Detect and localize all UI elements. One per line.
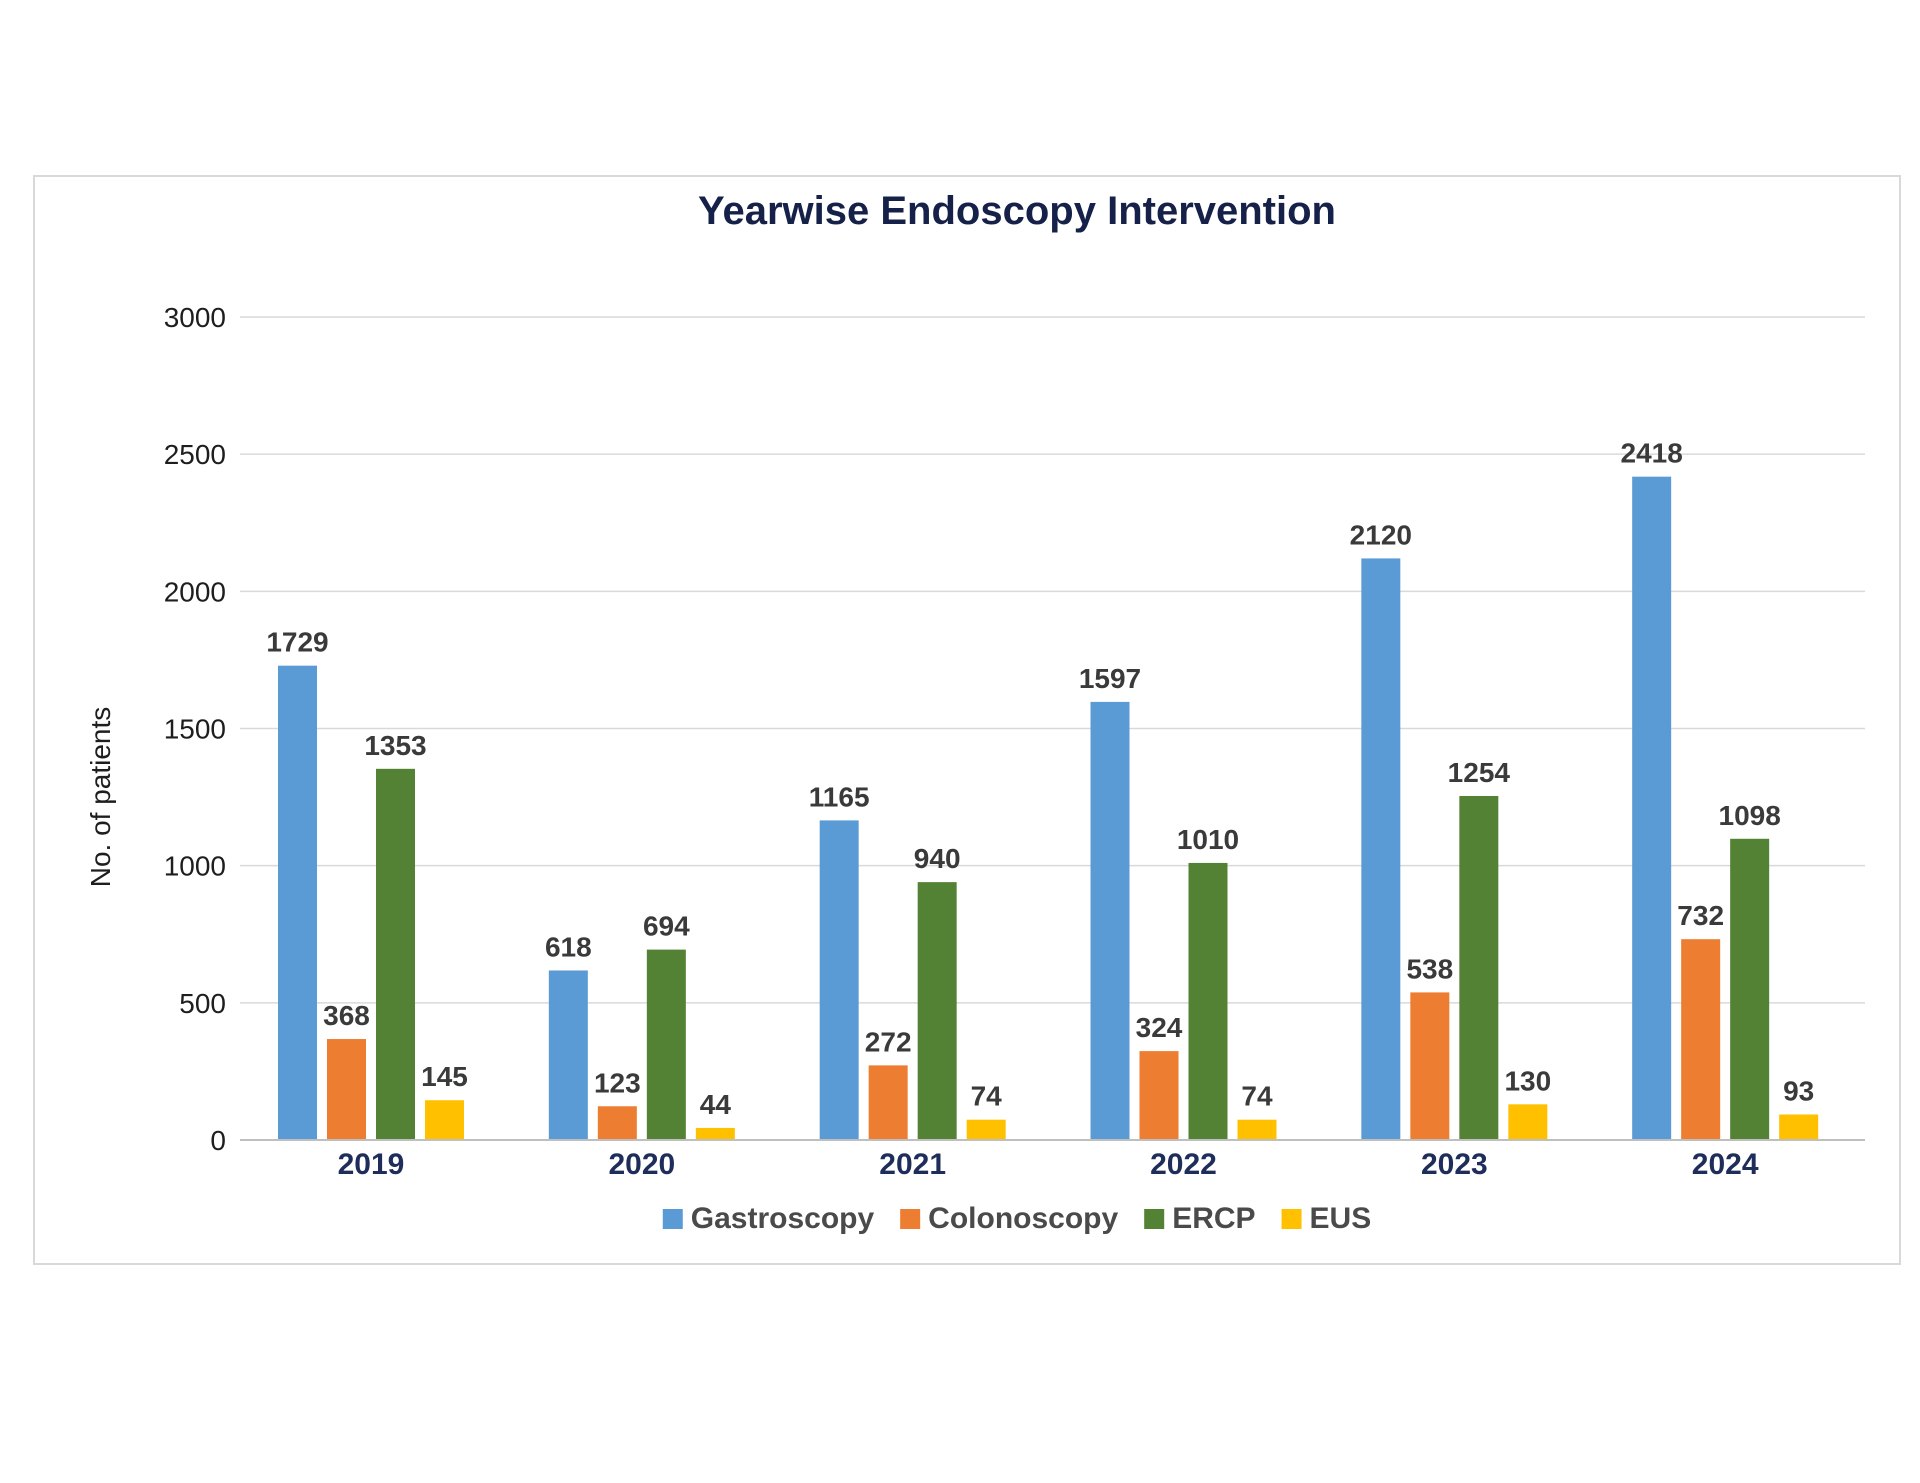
x-tick-label: 2020 — [608, 1148, 675, 1181]
bars — [278, 476, 1819, 1140]
data-label: 2120 — [1350, 519, 1412, 550]
legend-item-ercp: ERCP — [1144, 1202, 1256, 1235]
legend-swatch — [900, 1209, 921, 1229]
y-tick-label: 2500 — [164, 439, 226, 470]
data-label: 1010 — [1177, 824, 1239, 855]
y-tick-label: 1500 — [164, 714, 226, 745]
y-axis-ticks: 0 500 1000 1500 2000 2500 3000 — [164, 302, 226, 1156]
bar-ercp-2023 — [1459, 795, 1499, 1140]
data-label: 145 — [421, 1061, 468, 1092]
bar-ercp-2024 — [1730, 838, 1770, 1140]
bar-eus-2022 — [1237, 1119, 1277, 1140]
bar-gastroscopy-2024 — [1632, 476, 1672, 1140]
x-tick-label: 2021 — [879, 1148, 946, 1181]
bar-eus-2024 — [1779, 1114, 1819, 1140]
y-axis-label: No. of patients — [85, 707, 116, 888]
bar-colonoscopy-2024 — [1681, 939, 1721, 1140]
legend-label: Gastroscopy — [691, 1202, 875, 1235]
bar-eus-2023 — [1508, 1104, 1548, 1140]
bar-gastroscopy-2021 — [819, 820, 859, 1140]
y-tick-label: 3000 — [164, 302, 226, 333]
chart-frame: Yearwise Endoscopy Intervention 0 500 1000… — [33, 175, 1901, 1265]
legend-item-gastroscopy: Gastroscopy — [662, 1202, 875, 1235]
data-label: 538 — [1406, 953, 1453, 984]
data-label: 123 — [594, 1067, 641, 1098]
bar-colonoscopy-2023 — [1410, 992, 1450, 1140]
data-label: 74 — [1241, 1081, 1273, 1112]
bar-colonoscopy-2022 — [1139, 1051, 1179, 1140]
x-tick-label: 2022 — [1150, 1148, 1217, 1181]
data-label: 618 — [545, 931, 592, 962]
bar-gastroscopy-2020 — [548, 970, 588, 1140]
legend-swatch — [1144, 1209, 1165, 1229]
data-label: 940 — [914, 843, 961, 874]
legend-item-eus: EUS — [1281, 1202, 1372, 1235]
bar-eus-2019 — [425, 1100, 464, 1140]
chart-title: Yearwise Endoscopy Intervention — [698, 189, 1336, 233]
x-tick-label: 2024 — [1692, 1148, 1759, 1181]
bar-ercp-2019 — [376, 768, 415, 1140]
y-tick-label: 0 — [210, 1125, 226, 1156]
x-tick-label: 2023 — [1421, 1148, 1488, 1181]
bar-ercp-2022 — [1188, 862, 1228, 1140]
x-tick-label: 2019 — [338, 1148, 405, 1181]
data-label: 368 — [323, 1000, 370, 1031]
bar-colonoscopy-2019 — [327, 1039, 366, 1140]
bar-eus-2021 — [966, 1119, 1006, 1140]
bar-colonoscopy-2020 — [597, 1106, 637, 1140]
legend-label: EUS — [1310, 1202, 1372, 1235]
data-label: 93 — [1783, 1075, 1814, 1106]
legend-item-colonoscopy: Colonoscopy — [900, 1202, 1118, 1235]
data-label: 130 — [1504, 1065, 1551, 1096]
data-label: 1254 — [1448, 757, 1511, 788]
legend: Gastroscopy Colonoscopy ERCP EUS — [662, 1202, 1372, 1235]
data-label: 74 — [971, 1081, 1003, 1112]
legend-label: Colonoscopy — [928, 1202, 1118, 1235]
data-label: 1098 — [1719, 800, 1781, 831]
y-tick-label: 1000 — [164, 851, 226, 882]
bar-colonoscopy-2021 — [868, 1065, 908, 1140]
data-label: 272 — [865, 1026, 912, 1057]
bar-gastroscopy-2022 — [1090, 701, 1130, 1140]
x-axis-ticks: 2019 2020 2021 2022 2023 2024 — [338, 1148, 1759, 1181]
bar-gastroscopy-2019 — [278, 665, 317, 1140]
legend-swatch — [1281, 1209, 1302, 1229]
data-label: 1353 — [364, 730, 426, 761]
bar-ercp-2020 — [646, 949, 686, 1140]
gridlines — [240, 316, 1865, 1004]
bar-ercp-2021 — [917, 882, 957, 1140]
bar-chart: Yearwise Endoscopy Intervention 0 500 1000… — [85, 189, 1865, 1235]
bar-gastroscopy-2023 — [1361, 558, 1401, 1140]
legend-swatch — [662, 1209, 683, 1229]
data-label: 732 — [1677, 900, 1724, 931]
data-label: 44 — [700, 1089, 732, 1120]
data-label: 2418 — [1621, 438, 1683, 469]
bar-eus-2020 — [695, 1127, 735, 1140]
y-tick-label: 500 — [179, 988, 226, 1019]
data-label: 1597 — [1079, 663, 1141, 694]
data-label: 694 — [643, 911, 690, 942]
y-tick-label: 2000 — [164, 576, 226, 607]
legend-label: ERCP — [1172, 1202, 1255, 1235]
data-label: 324 — [1136, 1012, 1183, 1043]
data-label: 1729 — [266, 627, 328, 658]
data-labels: 1729 368 1353 145 618 123 694 44 1165 272 940 74 159… — [266, 438, 1814, 1120]
data-label: 1165 — [809, 781, 870, 812]
